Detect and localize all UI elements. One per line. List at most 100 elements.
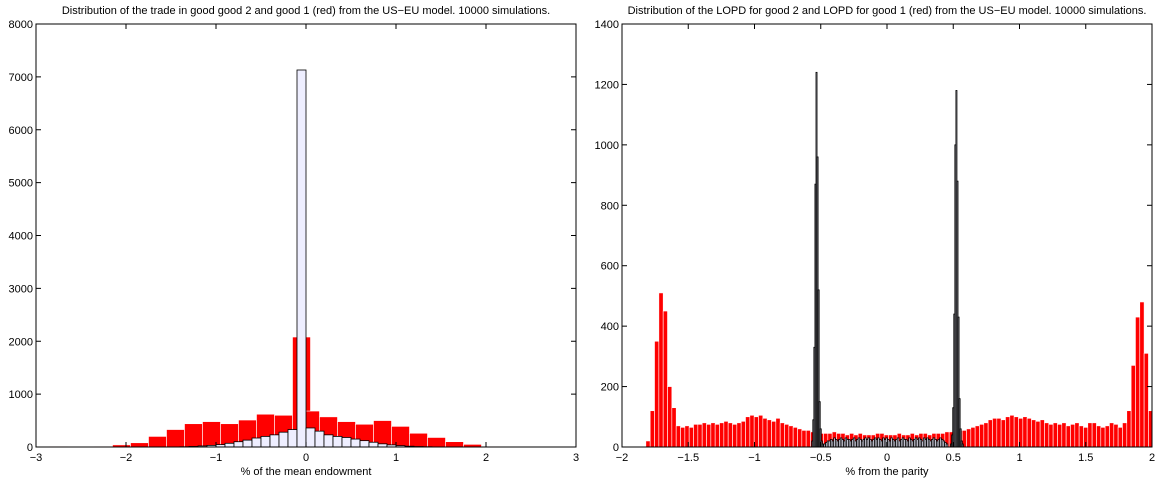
histogram-bar bbox=[233, 441, 244, 448]
y-tick-label: 4000 bbox=[9, 231, 33, 243]
histogram-bar bbox=[314, 430, 325, 448]
histogram-bar bbox=[269, 434, 280, 448]
histogram-bar bbox=[649, 410, 655, 448]
histogram-bar bbox=[427, 437, 446, 448]
x-tick-label: 1 bbox=[1016, 452, 1022, 464]
histogram-bar bbox=[792, 427, 798, 448]
histogram-bar bbox=[1044, 422, 1050, 448]
x-tick-label: 2 bbox=[483, 452, 489, 464]
histogram-series-3 bbox=[823, 437, 949, 448]
chart-title: Distribution of the LOPD for good 2 and … bbox=[628, 5, 1147, 17]
histogram-bar bbox=[130, 442, 149, 448]
histogram-bar bbox=[797, 428, 803, 448]
x-tick-label: −2 bbox=[120, 452, 133, 464]
y-tick-label: 2000 bbox=[9, 336, 33, 348]
histogram-bar bbox=[445, 441, 464, 448]
histogram-bar bbox=[1087, 422, 1093, 448]
histogram-bar bbox=[996, 417, 1002, 448]
x-tick-label: 1.5 bbox=[1078, 452, 1093, 464]
histogram-bar bbox=[1031, 419, 1037, 448]
histogram-bar bbox=[1135, 316, 1141, 448]
histogram-bar bbox=[1065, 425, 1071, 448]
histogram-bar bbox=[1126, 410, 1132, 448]
x-tick-label: −2 bbox=[616, 452, 629, 464]
histogram-bar bbox=[727, 422, 733, 448]
histogram-bar bbox=[706, 424, 712, 448]
histogram-bar bbox=[801, 430, 807, 448]
histogram-bar bbox=[693, 424, 699, 448]
y-tick-label: 0 bbox=[27, 442, 33, 454]
histogram-bar bbox=[260, 436, 271, 448]
histogram-bar bbox=[662, 310, 668, 448]
histogram-bar bbox=[409, 432, 428, 448]
y-tick-label: 1000 bbox=[9, 389, 33, 401]
x-tick-label: 0.5 bbox=[946, 452, 961, 464]
y-tick-label: 200 bbox=[601, 382, 619, 394]
histogram-bar bbox=[983, 422, 989, 448]
histogram-bar bbox=[762, 417, 768, 448]
histogram-bar bbox=[775, 417, 781, 448]
x-tick-label: 1 bbox=[393, 452, 399, 464]
histogram-bar bbox=[1000, 419, 1006, 448]
histogram-bar bbox=[1096, 425, 1102, 448]
plot-area bbox=[622, 24, 1152, 447]
histogram-bar bbox=[224, 442, 235, 448]
histogram-bar bbox=[779, 422, 785, 448]
chart-panel-1: −3 −2 −1 0 1 2 3 0 1000 2000 3000 4000 5000 6000 7000 8… bbox=[9, 5, 580, 478]
histogram-bar bbox=[391, 426, 410, 448]
histogram-bar bbox=[758, 414, 764, 448]
y-tick-label: 6000 bbox=[9, 125, 33, 137]
histogram-bar bbox=[645, 440, 651, 448]
histogram-bar bbox=[148, 436, 167, 448]
histogram-bar bbox=[278, 431, 289, 448]
histogram-bar bbox=[970, 427, 976, 448]
histogram-bar bbox=[675, 425, 681, 448]
histogram-bar bbox=[736, 422, 742, 448]
histogram-bar bbox=[719, 422, 725, 448]
y-tick-label: 600 bbox=[601, 261, 619, 273]
histogram-bar bbox=[350, 438, 361, 448]
histogram-bar bbox=[1148, 410, 1153, 448]
histogram-bar bbox=[1005, 416, 1011, 448]
histogram-bar bbox=[697, 424, 703, 448]
histogram-bar bbox=[1104, 425, 1110, 448]
x-tick-label: −0.5 bbox=[810, 452, 832, 464]
histogram-bar bbox=[966, 428, 972, 448]
histogram-bar bbox=[723, 421, 729, 448]
histogram-bar bbox=[740, 421, 746, 448]
x-tick-label: −1 bbox=[210, 452, 223, 464]
y-tick-label: 1000 bbox=[595, 140, 619, 152]
histogram-bar bbox=[714, 424, 720, 448]
histogram-bar bbox=[1100, 427, 1106, 448]
histogram-bar bbox=[745, 416, 751, 448]
y-tick-label: 1200 bbox=[595, 79, 619, 91]
histogram-bar bbox=[184, 423, 203, 448]
histogram-bar bbox=[1122, 422, 1128, 448]
histogram-bar bbox=[788, 425, 794, 448]
histogram-bar bbox=[992, 417, 998, 448]
histogram-bar bbox=[1061, 422, 1067, 448]
histogram-bar bbox=[323, 434, 334, 448]
histogram-bar bbox=[242, 439, 253, 448]
histogram-bar bbox=[1039, 419, 1045, 448]
histogram-bar bbox=[979, 424, 985, 448]
x-axis-label: % of the mean endowment bbox=[241, 466, 372, 478]
y-tick-label: 7000 bbox=[9, 72, 33, 84]
histogram-bar bbox=[1052, 422, 1058, 448]
y-tick-label: 5000 bbox=[9, 178, 33, 190]
histogram-bar bbox=[987, 419, 993, 448]
x-tick-label: −1.5 bbox=[677, 452, 699, 464]
histogram-bar bbox=[1109, 422, 1115, 448]
histogram-bar bbox=[166, 429, 185, 448]
histogram-bar bbox=[805, 430, 811, 448]
x-tick-label: 3 bbox=[573, 452, 579, 464]
histogram-bar bbox=[332, 436, 343, 448]
x-tick-label: 2 bbox=[1149, 452, 1155, 464]
histogram-bar bbox=[1143, 353, 1149, 448]
chart-panel-2: −2 −1.5 −1 −0.5 0 0.5 1 1.5 2 0 200 400 600 800 1000 12… bbox=[595, 5, 1156, 478]
histogram-bar bbox=[296, 69, 307, 448]
y-tick-label: 8000 bbox=[9, 19, 33, 31]
histogram-bar bbox=[1026, 417, 1032, 448]
x-tick-label: −3 bbox=[30, 452, 43, 464]
